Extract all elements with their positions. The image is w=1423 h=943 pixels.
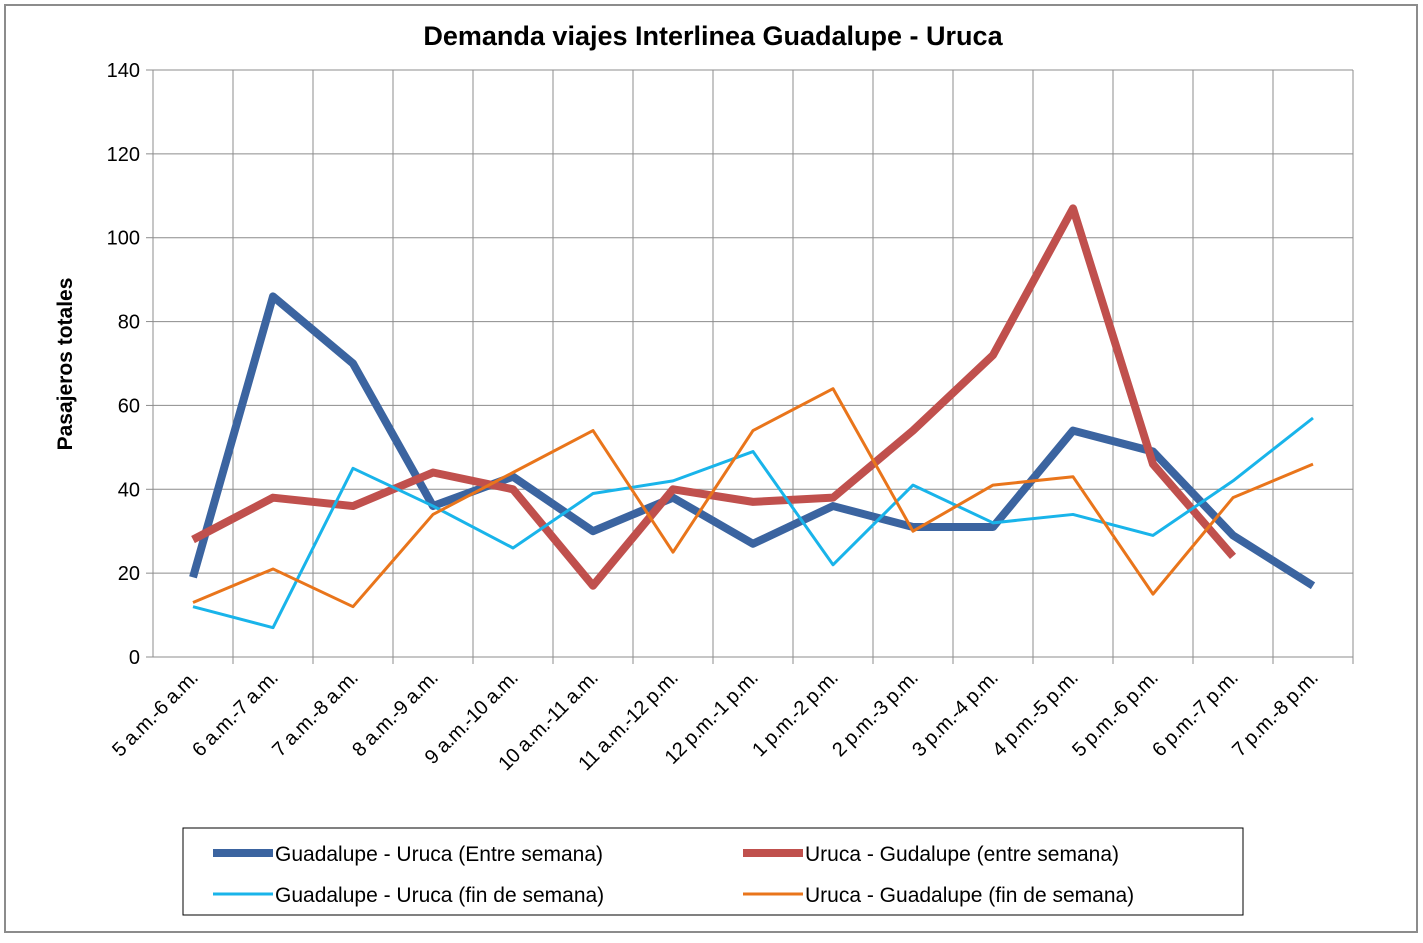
legend-label: Uruca - Gudalupe (entre semana) bbox=[805, 843, 1119, 866]
y-tick-label: 60 bbox=[118, 395, 140, 417]
series-line bbox=[191, 204, 1237, 590]
y-tick-label: 20 bbox=[118, 563, 140, 585]
y-tick-label: 100 bbox=[107, 228, 140, 250]
series-line bbox=[192, 387, 1314, 609]
legend-label: Uruca - Guadalupe (fin de semana) bbox=[805, 884, 1134, 907]
y-tick-label: 140 bbox=[107, 60, 140, 82]
series-line bbox=[192, 416, 1314, 630]
legend bbox=[182, 827, 1244, 916]
y-tick-label: 40 bbox=[118, 479, 140, 501]
y-tick-label: 0 bbox=[129, 647, 140, 669]
y-tick-label: 80 bbox=[118, 312, 140, 334]
series-line bbox=[189, 292, 1316, 590]
legend-label: Guadalupe - Uruca (Entre semana) bbox=[275, 843, 603, 866]
y-tick-label: 120 bbox=[107, 144, 140, 166]
y-axis-label: Pasajeros totales bbox=[54, 278, 77, 451]
chart-title: Demanda viajes Interlinea Guadalupe - Ur… bbox=[423, 21, 1003, 51]
legend-label: Guadalupe - Uruca (fin de semana) bbox=[275, 884, 604, 907]
